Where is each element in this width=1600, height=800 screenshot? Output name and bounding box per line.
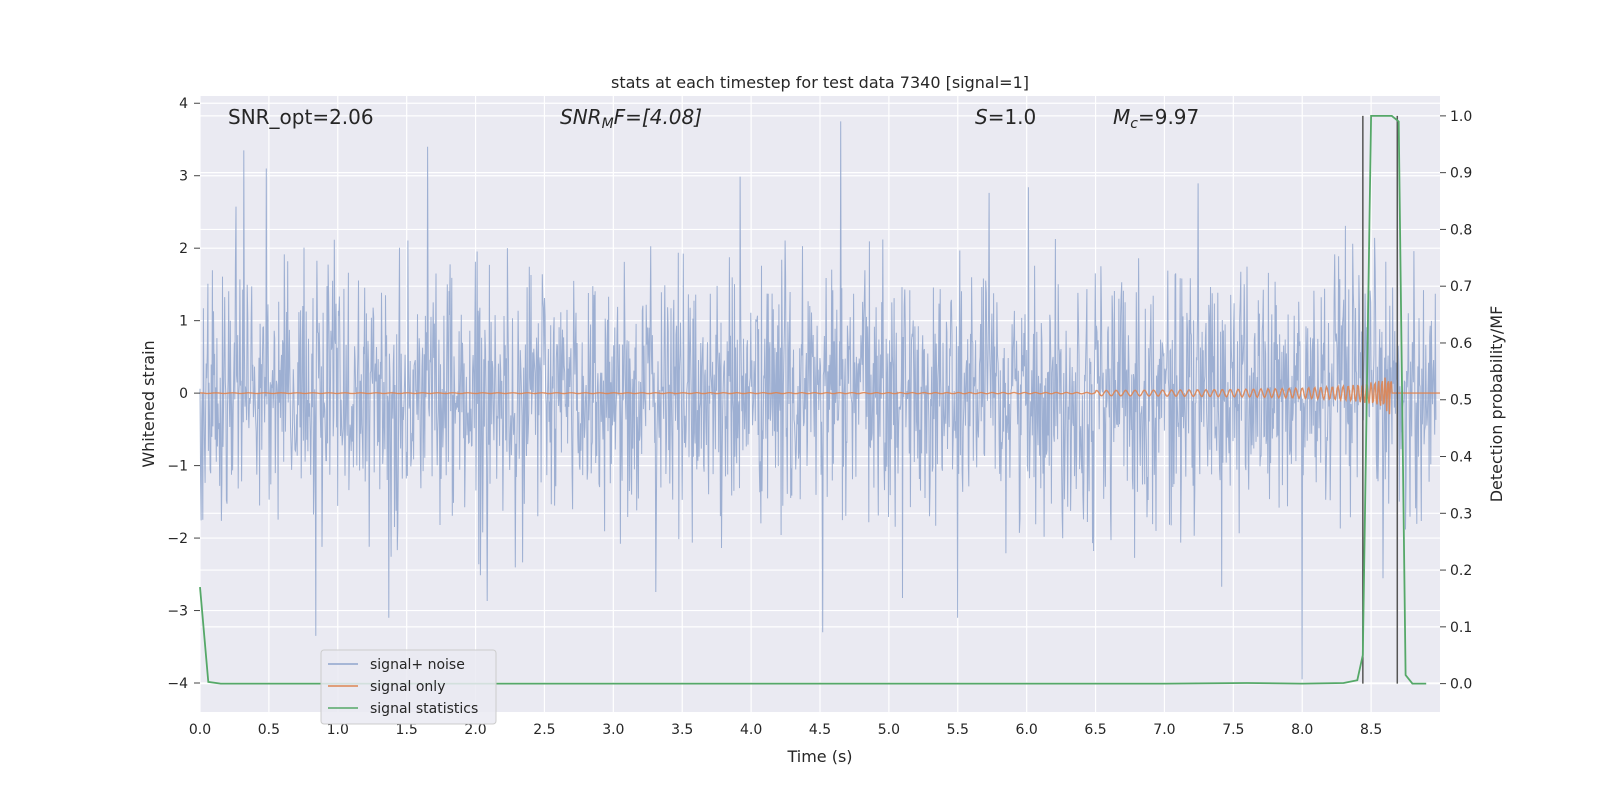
x-tick-label: 5.0 [878, 722, 900, 738]
y-tick-label: 4 [179, 96, 188, 112]
series-signal-noise [199, 121, 1437, 680]
y-axis-ticks: 4 3 2 1 0 −1 −2 −3 −4 [167, 96, 200, 692]
x-tick-label: 6.0 [1016, 722, 1038, 738]
x-tick-label: 0.5 [258, 722, 280, 738]
x-tick-label: 3.0 [602, 722, 624, 738]
legend: signal+ noise signal only signal statist… [320, 649, 497, 725]
annotation-s-main: S [975, 105, 988, 129]
y2-tick-label: 0.5 [1450, 393, 1472, 409]
annotation-s: S=1.0 [975, 105, 1036, 129]
annotation-mc-sub: c [1130, 116, 1138, 132]
annotation-mc-main: M [1113, 105, 1130, 129]
x-tick-label: 4.0 [740, 722, 762, 738]
y2-tick-label: 0.2 [1450, 563, 1472, 579]
y2-tick-label: 0.7 [1450, 279, 1472, 295]
y2-tick-label: 0.8 [1450, 222, 1472, 238]
y2-tick-label: 0.3 [1450, 506, 1472, 522]
x-tick-label: 2.0 [464, 722, 486, 738]
legend-label-signal-statistics: signal statistics [370, 701, 478, 717]
x-tick-label: 0.0 [189, 722, 211, 738]
annotation-mc-rest: =9.97 [1138, 105, 1199, 129]
merger-marker-lines [1362, 115, 1399, 684]
y2-tick-label: 0.1 [1450, 620, 1472, 636]
x-tick-label: 7.0 [1153, 722, 1175, 738]
x-tick-label: 6.5 [1084, 722, 1106, 738]
y-tick-label: 2 [179, 241, 188, 257]
x-tick-label: 1.0 [327, 722, 349, 738]
y2-tick-label: 1.0 [1450, 109, 1472, 125]
x-tick-label: 7.5 [1222, 722, 1244, 738]
y-axis-label: Whitened strain [139, 340, 158, 467]
annotation-snr-mf-sub: M [602, 116, 614, 132]
y-tick-label: −3 [167, 604, 188, 620]
x-tick-label: 1.5 [396, 722, 418, 738]
y2-tick-label: 0.6 [1450, 336, 1472, 352]
annotation-s-rest: =1.0 [988, 105, 1037, 129]
annotation-snr-opt: SNR_opt=2.06 [228, 105, 374, 129]
legend-label-signal-noise: signal+ noise [370, 657, 465, 673]
chart-title: stats at each timestep for test data 734… [611, 73, 1029, 92]
x-axis-ticks: 0.0 0.5 1.0 1.5 2.0 2.5 3.0 3.5 4.0 4.5 5.0 5.5 6.0 6… [189, 722, 1382, 738]
annotation-mc: Mc=9.97 [1113, 105, 1199, 132]
y-tick-label: −2 [167, 531, 188, 547]
legend-box [320, 649, 497, 725]
x-tick-label: 2.5 [533, 722, 555, 738]
noise-trace [199, 121, 1437, 680]
y2-axis-ticks: 1.0 0.9 0.8 0.7 0.6 0.5 0.4 0.3 0.2 0.1 0.0 [1440, 109, 1472, 693]
y-tick-label: −4 [167, 676, 188, 692]
y2-tick-label: 0.0 [1450, 677, 1472, 693]
x-tick-label: 8.5 [1360, 722, 1382, 738]
x-tick-label: 4.5 [809, 722, 831, 738]
annotation-snr-mf: SNRMF=[4.08] [560, 105, 702, 132]
x-axis-label: Time (s) [786, 747, 852, 766]
x-tick-label: 3.5 [671, 722, 693, 738]
y2-axis-label: Detection probability/MF [1487, 306, 1506, 503]
series-signal-only [200, 377, 1440, 415]
annotation-snr-mf-main: SNR [560, 105, 602, 129]
y-tick-label: −1 [167, 459, 188, 475]
y2-tick-label: 0.9 [1450, 166, 1472, 182]
signal-only-trace [200, 377, 1440, 415]
legend-label-signal-only: signal only [370, 679, 445, 695]
y-tick-label: 1 [179, 314, 188, 330]
y2-tick-label: 0.4 [1450, 450, 1472, 466]
y-tick-label: 0 [179, 386, 188, 402]
y-tick-label: 3 [179, 169, 188, 185]
annotation-snr-mf-rest: F=[4.08] [614, 105, 702, 129]
x-tick-label: 5.5 [947, 722, 969, 738]
x-tick-label: 8.0 [1291, 722, 1313, 738]
